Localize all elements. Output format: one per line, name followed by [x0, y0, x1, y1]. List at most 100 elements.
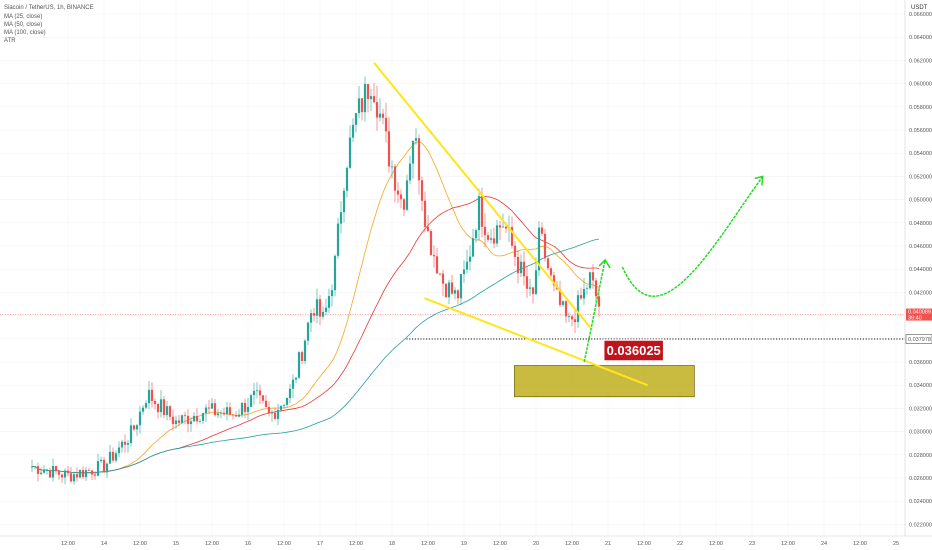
candle-body	[591, 272, 595, 281]
price-axis[interactable]: 0.066000 0.064000 0.062000 0.060000 0.058000…	[904, 0, 932, 536]
candle-body	[45, 470, 49, 471]
candle-body	[549, 268, 553, 276]
candle-body	[198, 420, 202, 422]
drawings: 0.036025	[0, 62, 905, 398]
time-tick: 12:00	[565, 541, 579, 547]
candle-body	[108, 451, 112, 464]
candle-body	[390, 166, 394, 168]
upper-trendline[interactable]	[373, 62, 591, 328]
candle-body	[90, 470, 94, 475]
candle-body	[402, 199, 406, 210]
price-target-text: 0.036025	[607, 343, 661, 358]
time-tick: 12:00	[421, 541, 435, 547]
level-value: 0.037978	[908, 337, 931, 343]
candle-body	[489, 238, 493, 240]
candle-body	[132, 425, 136, 430]
candle-body	[444, 283, 448, 298]
lower-trendline[interactable]	[424, 297, 648, 387]
legend-symbol[interactable]: Siacoin / TetherUS, 1h, BINANCE	[4, 5, 94, 11]
price-tick: 0.060000	[909, 82, 932, 88]
candle-body	[522, 261, 526, 277]
candle-body	[162, 399, 166, 416]
candle-body	[135, 425, 139, 430]
candle-body	[495, 225, 499, 244]
candle-body	[456, 290, 460, 299]
candle-body	[381, 113, 385, 118]
candle-body	[438, 273, 442, 275]
price-tick: 0.044000	[909, 267, 932, 273]
candle-body	[393, 166, 397, 191]
candle-body	[57, 471, 61, 475]
price-tick: 0.042000	[909, 290, 932, 296]
time-tick: 19	[461, 541, 467, 547]
legend-ma50[interactable]: MA (50, close)	[4, 22, 42, 28]
candle-body	[150, 389, 154, 401]
currency-label: USDT	[911, 5, 928, 11]
level-badge[interactable]	[905, 334, 932, 344]
candle-body	[429, 231, 433, 256]
candle-body	[93, 474, 97, 476]
last-price-badge[interactable]	[906, 308, 932, 321]
candle-body	[261, 395, 265, 401]
candle-body	[183, 415, 187, 417]
projection-arrow-curve[interactable]	[621, 175, 764, 297]
candle-body	[201, 413, 205, 421]
time-tick: 12:00	[853, 541, 867, 547]
candle-body	[558, 289, 562, 305]
candle-body	[411, 140, 415, 164]
candle-body	[207, 407, 211, 409]
last-price-countdown: 39:40	[908, 316, 922, 322]
candle-body	[111, 451, 115, 461]
candle-body	[63, 470, 67, 478]
candle-body	[264, 400, 268, 408]
candle-body	[30, 466, 34, 468]
candle-body	[192, 415, 196, 422]
candle-body	[348, 137, 352, 168]
candle-body	[318, 299, 322, 317]
candle-body	[423, 200, 427, 227]
candle-body	[471, 238, 475, 257]
candle-body	[519, 261, 523, 274]
candle-body	[594, 280, 598, 297]
candle-body	[474, 230, 478, 239]
price-tick: 0.054000	[909, 151, 932, 157]
candle-body	[336, 223, 340, 256]
candle-body	[54, 465, 58, 472]
price-tick: 0.048000	[909, 221, 932, 227]
candle-body	[384, 117, 388, 132]
candle-body	[138, 411, 142, 426]
candle-body	[546, 258, 550, 269]
legend-atr[interactable]: ATR	[4, 38, 16, 44]
candle-body	[276, 409, 280, 419]
candle-body	[285, 398, 289, 405]
price-tick: 0.036000	[909, 360, 932, 366]
candle-body	[171, 416, 175, 425]
target-zone[interactable]	[514, 365, 695, 398]
candle-body	[492, 238, 496, 244]
candle-body	[453, 290, 457, 294]
legend-ma25[interactable]: MA (25, close)	[4, 14, 42, 20]
candle-body	[468, 256, 472, 262]
candle-body	[102, 459, 106, 473]
price-target-label[interactable]	[602, 339, 665, 362]
ma-line-100	[31, 238, 600, 474]
time-tick: 25	[893, 541, 899, 547]
time-axis[interactable]: 12:00 14 12:00 15 12:00 16 12:00 17 12:00 18 12:00…	[0, 535, 932, 547]
candle-body	[309, 313, 313, 323]
candle-body	[504, 226, 508, 229]
candle-body	[435, 256, 439, 274]
price-tick: 0.052000	[909, 174, 932, 180]
candle-body	[228, 407, 232, 415]
candle-body	[531, 287, 535, 294]
time-tick: 18	[389, 541, 395, 547]
candle-body	[573, 319, 577, 323]
candle-body	[252, 390, 256, 396]
candle-body	[414, 138, 418, 141]
time-tick: 15	[173, 541, 179, 547]
candle-body	[516, 256, 520, 274]
candle-body	[270, 412, 274, 414]
time-tick: 12:00	[349, 541, 363, 547]
projection-arrow-up[interactable]	[583, 259, 606, 363]
legend-ma100[interactable]: MA (100, close)	[4, 30, 46, 36]
